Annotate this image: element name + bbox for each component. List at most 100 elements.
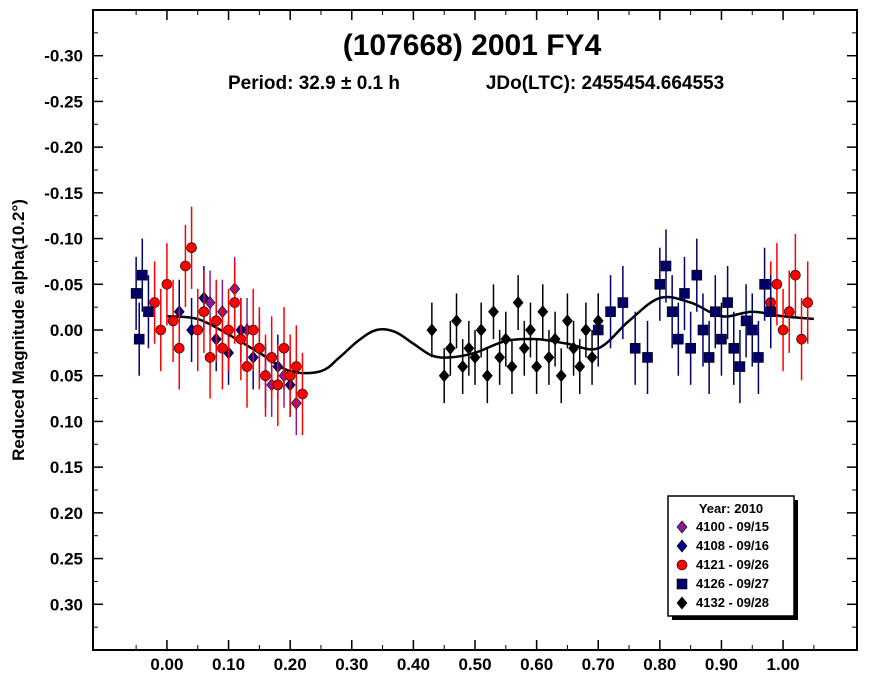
- data-point: [777, 324, 789, 336]
- data-point: [229, 297, 241, 308]
- data-point: [494, 350, 506, 364]
- data-point: [247, 324, 259, 336]
- y-tick-label: 0.25: [50, 550, 83, 569]
- data-point: [463, 341, 475, 355]
- data-point: [537, 305, 549, 319]
- data-point: [666, 306, 678, 318]
- legend: Year: 2010 4100 - 09/15 4108 - 09/16 4121 …: [667, 495, 798, 620]
- y-tick-label: 0.05: [50, 367, 83, 386]
- data-point: [297, 388, 308, 400]
- data-point: [574, 360, 586, 374]
- series-4: [426, 275, 604, 404]
- legend-title: Year: 2010: [699, 501, 763, 516]
- data-point: [796, 333, 807, 345]
- data-point: [254, 342, 265, 354]
- y-tick-label: 0.00: [50, 321, 83, 340]
- y-tick-label: -0.20: [44, 138, 83, 157]
- legend-entry-label: 4132 - 09/28: [696, 595, 769, 610]
- data-point: [235, 333, 247, 345]
- legend-box: [667, 495, 795, 617]
- data-point: [444, 341, 456, 355]
- data-point: [586, 350, 598, 364]
- data-point: [512, 296, 524, 310]
- data-point: [266, 352, 277, 363]
- y-tick-label: 0.15: [50, 458, 83, 477]
- data-point: [475, 323, 487, 337]
- y-tick-label: -0.30: [44, 47, 83, 66]
- data-point: [531, 360, 543, 374]
- data-point: [155, 324, 167, 336]
- data-point: [728, 342, 740, 354]
- period-subtitle: Period: 32.9 ± 0.1 h: [228, 73, 400, 94]
- data-point: [697, 324, 709, 336]
- y-tick-label: -0.15: [44, 184, 83, 203]
- data-point: [143, 306, 154, 318]
- data-point: [438, 369, 450, 383]
- data-point: [272, 379, 284, 391]
- legend-marker: [676, 596, 688, 610]
- data-point: [654, 278, 666, 290]
- legend-entry-label: 4126 - 09/27: [696, 576, 769, 591]
- data-point: [167, 315, 179, 327]
- data-point: [543, 350, 555, 364]
- data-point: [451, 314, 462, 328]
- data-point: [186, 242, 197, 254]
- data-point: [685, 342, 696, 354]
- data-point: [673, 333, 684, 345]
- y-tick-label: 0.10: [50, 412, 83, 431]
- data-point: [241, 361, 253, 372]
- data-point: [173, 342, 185, 354]
- data-point: [180, 260, 191, 272]
- data-point: [506, 360, 518, 374]
- data-point: [198, 306, 210, 318]
- data-point: [759, 278, 770, 290]
- data-point: [802, 297, 814, 308]
- x-tick-label: 0.10: [212, 655, 245, 674]
- data-point: [525, 323, 536, 337]
- y-axis-label: Reduced Magnitude alpha(10.2°): [9, 199, 28, 461]
- data-point: [457, 360, 469, 374]
- data-point: [746, 324, 758, 336]
- data-point: [753, 352, 764, 363]
- data-point: [133, 333, 145, 345]
- y-tick-label: -0.10: [44, 230, 83, 249]
- data-point: [783, 306, 795, 318]
- x-tick-label: 0.70: [582, 655, 615, 674]
- x-tick-label: 0.40: [397, 655, 430, 674]
- data-point: [592, 314, 604, 328]
- x-tick-label: 0.50: [458, 655, 491, 674]
- data-point: [549, 332, 561, 346]
- x-tick-label: 0.60: [520, 655, 553, 674]
- data-point: [469, 350, 481, 364]
- data-point: [500, 332, 512, 346]
- data-point: [691, 269, 703, 281]
- x-tick-label: 0.30: [335, 655, 368, 674]
- data-point: [617, 297, 629, 308]
- data-point: [716, 333, 727, 345]
- data-point: [562, 314, 573, 328]
- data-point: [204, 352, 216, 363]
- data-point: [642, 352, 653, 363]
- axes-layer: 0.00 0.10 0.20 0.30 0.40 0.50 0.60 0.70 0.80 0.90…: [44, 10, 857, 674]
- data-point: [580, 323, 592, 337]
- data-point: [481, 369, 493, 383]
- data-point: [629, 342, 641, 354]
- x-tick-label: 0.20: [274, 655, 307, 674]
- legend-entries: 4100 - 09/15 4108 - 09/16 4121 - 09/26 4126…: [676, 519, 769, 610]
- data-point: [488, 305, 499, 319]
- data-point: [136, 269, 148, 281]
- x-tick-label: 0.00: [150, 655, 183, 674]
- x-tick-label: 1.00: [767, 655, 800, 674]
- data-point: [679, 288, 690, 299]
- chart-title: (107668) 2001 FY4: [343, 29, 602, 62]
- x-tick-label: 0.90: [705, 655, 738, 674]
- data-point: [790, 269, 801, 281]
- data-point: [709, 306, 721, 318]
- data-point: [217, 342, 228, 354]
- data-point: [722, 297, 733, 308]
- data-point: [568, 341, 579, 355]
- data-point: [771, 278, 783, 290]
- data-point: [161, 278, 173, 290]
- data-point: [278, 342, 290, 354]
